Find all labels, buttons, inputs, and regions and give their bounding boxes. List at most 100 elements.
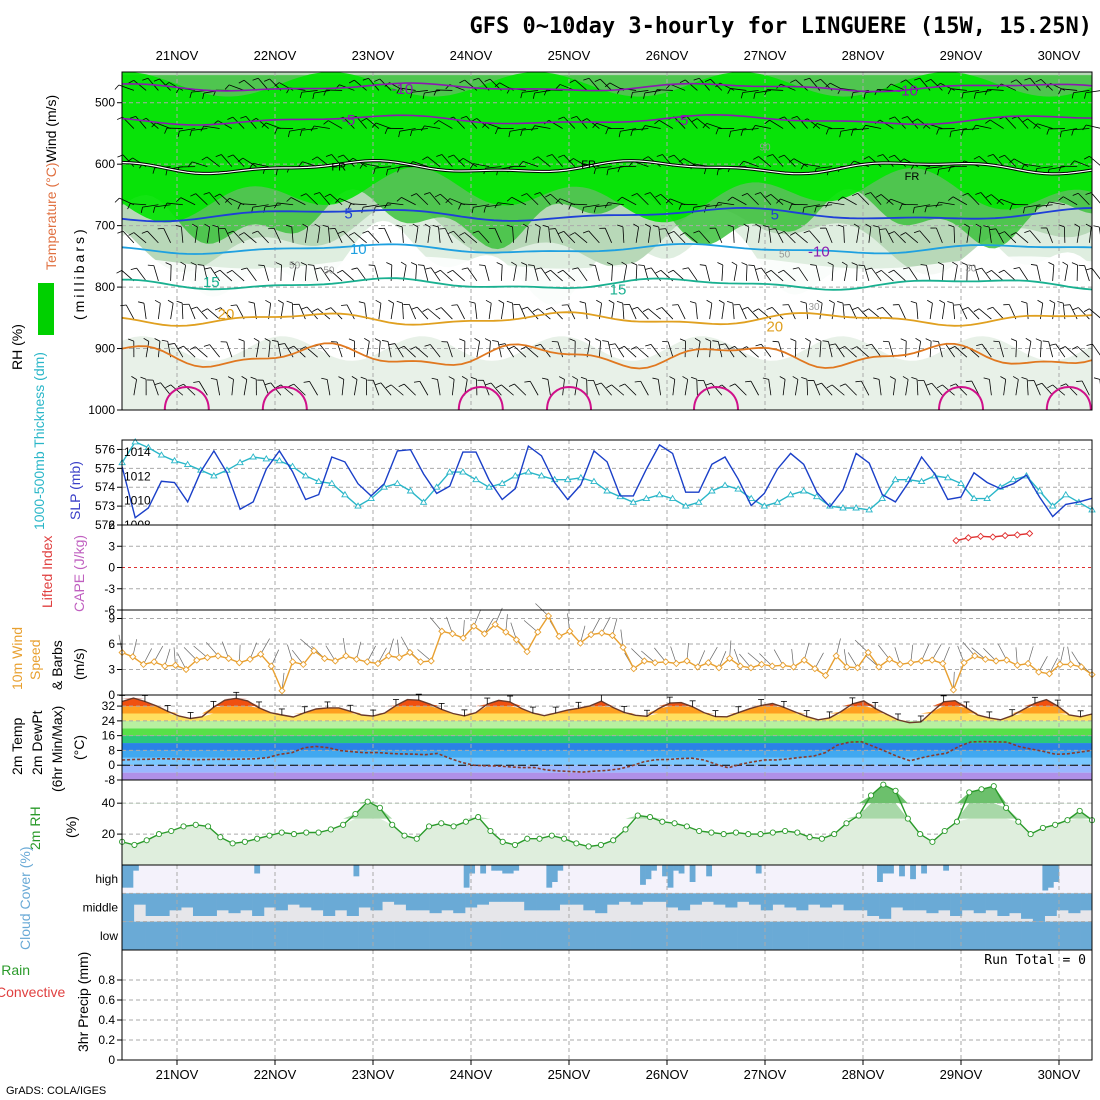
cloud-bar-middle [571, 893, 584, 905]
cloud-bar-middle [122, 893, 135, 922]
wind-barb-flag [311, 156, 318, 161]
wind10m-line-point [896, 660, 904, 669]
cloud-bar-low [666, 921, 679, 950]
cloud-bar-low [228, 921, 241, 950]
wind10m-line-point [608, 631, 617, 640]
wind10m-barb [733, 649, 741, 667]
wind-barb [427, 308, 441, 320]
cloud-bar-low [275, 921, 288, 950]
wind-barb-flag [973, 308, 980, 312]
wind-barb [210, 267, 220, 282]
wind-barb [782, 379, 786, 396]
wind-barb [265, 122, 282, 129]
wind-barb-flag [299, 92, 303, 99]
wind10m-line-point [683, 657, 691, 665]
wind-barb-flag [398, 345, 405, 350]
wind-barb-flag [604, 202, 609, 208]
lifted-tick-label: 0 [108, 561, 115, 575]
rh-contour-label: 50 [323, 266, 335, 277]
wind-barb [989, 119, 1004, 129]
wind-barb [1003, 269, 1017, 282]
wind-barb [547, 379, 551, 396]
wind-barb [415, 264, 417, 281]
isotherm-label: FR [905, 171, 920, 183]
cloud-bar-middle [429, 893, 442, 914]
rh2m-line-point [585, 843, 592, 850]
wind-barb [226, 341, 233, 358]
wind-barb-flag [388, 343, 395, 346]
cloud-bar-middle [760, 893, 773, 911]
wind-barb [196, 306, 208, 320]
wind-barb-flag [165, 262, 172, 266]
wind-barb [1036, 166, 1053, 169]
wind-barb [950, 88, 967, 91]
wind-barb-flag [815, 382, 822, 386]
wind-barb [623, 265, 628, 282]
rh2m-line-point [880, 781, 887, 788]
wind-barb-flag [679, 338, 686, 342]
wind-barb [816, 123, 833, 129]
wind-barb-flag [924, 168, 927, 175]
wind-barb [809, 230, 821, 244]
wind-barb-flag [458, 157, 464, 163]
wind-barb [931, 382, 943, 396]
wind-barb [898, 304, 906, 320]
cloud-bar-low [500, 921, 513, 950]
wind-barb-flag [1000, 376, 1006, 380]
wind10m-line-point [406, 648, 414, 657]
cloud-bar-high [910, 865, 916, 880]
y-tick-label: 0 [108, 1053, 115, 1067]
cloud-bar-middle [961, 893, 975, 911]
wind-barb-flag [755, 343, 762, 347]
wind-barb [198, 381, 208, 396]
wind-barb [512, 226, 515, 243]
wind-barb [1088, 226, 1092, 243]
wind-barb [354, 232, 367, 244]
wind10m-line-point [395, 653, 403, 662]
wind-barb [1015, 379, 1019, 396]
wind-barb-flag [534, 344, 541, 347]
rh2m-line-point [708, 829, 715, 836]
wind-barb-flag [432, 224, 439, 228]
cloud-bar-middle [453, 893, 466, 914]
wind-barb [320, 267, 331, 282]
wind-barb-flag [362, 230, 369, 234]
wind-barb [673, 231, 686, 244]
chart-title: GFS 0~10day 3-hourly for LINGUERE (15W, … [469, 14, 1092, 39]
cloud-bar-low [961, 921, 975, 950]
wind-barb-flag [849, 160, 855, 166]
wind-barb [929, 341, 932, 358]
dry-band [122, 256, 1093, 361]
rh2m-line-point [475, 814, 482, 821]
cloud-bar-low [476, 921, 490, 950]
wind-barb [665, 228, 674, 244]
thickness-line-point [183, 460, 192, 468]
cloud-bar-low [855, 921, 868, 950]
wind-barb-flag [549, 228, 556, 230]
thickness-line-point [301, 472, 310, 479]
thickness-line-point [432, 483, 441, 490]
wind-barb-flag [264, 338, 271, 342]
wind-barb-flag [496, 262, 503, 266]
rh2m-line-point [1015, 818, 1022, 825]
wind-barb-flag [396, 300, 403, 304]
wind-barb-flag [358, 301, 365, 304]
wind-barb [877, 89, 894, 91]
y-tick-label: 32 [102, 699, 116, 713]
cloud-bar-middle [1068, 893, 1081, 914]
date-label-bottom: 22NOV [254, 1067, 297, 1082]
wind-barb-flag [645, 343, 652, 347]
wind-barb-flag [790, 79, 796, 83]
wind-barb-flag [822, 340, 829, 342]
wind-barb [608, 166, 624, 170]
wind-barb-flag [189, 346, 196, 350]
wind-barb-flag [764, 89, 768, 96]
wind-barb-flag [855, 380, 862, 383]
wind-barb [537, 226, 541, 243]
wind-barb [734, 383, 747, 396]
wind-barb-flag [189, 92, 192, 99]
wind-barb [981, 267, 992, 282]
wind-barb-flag [877, 154, 884, 157]
wind-barb-flag [140, 376, 147, 380]
wind-barb-flag [889, 376, 896, 380]
